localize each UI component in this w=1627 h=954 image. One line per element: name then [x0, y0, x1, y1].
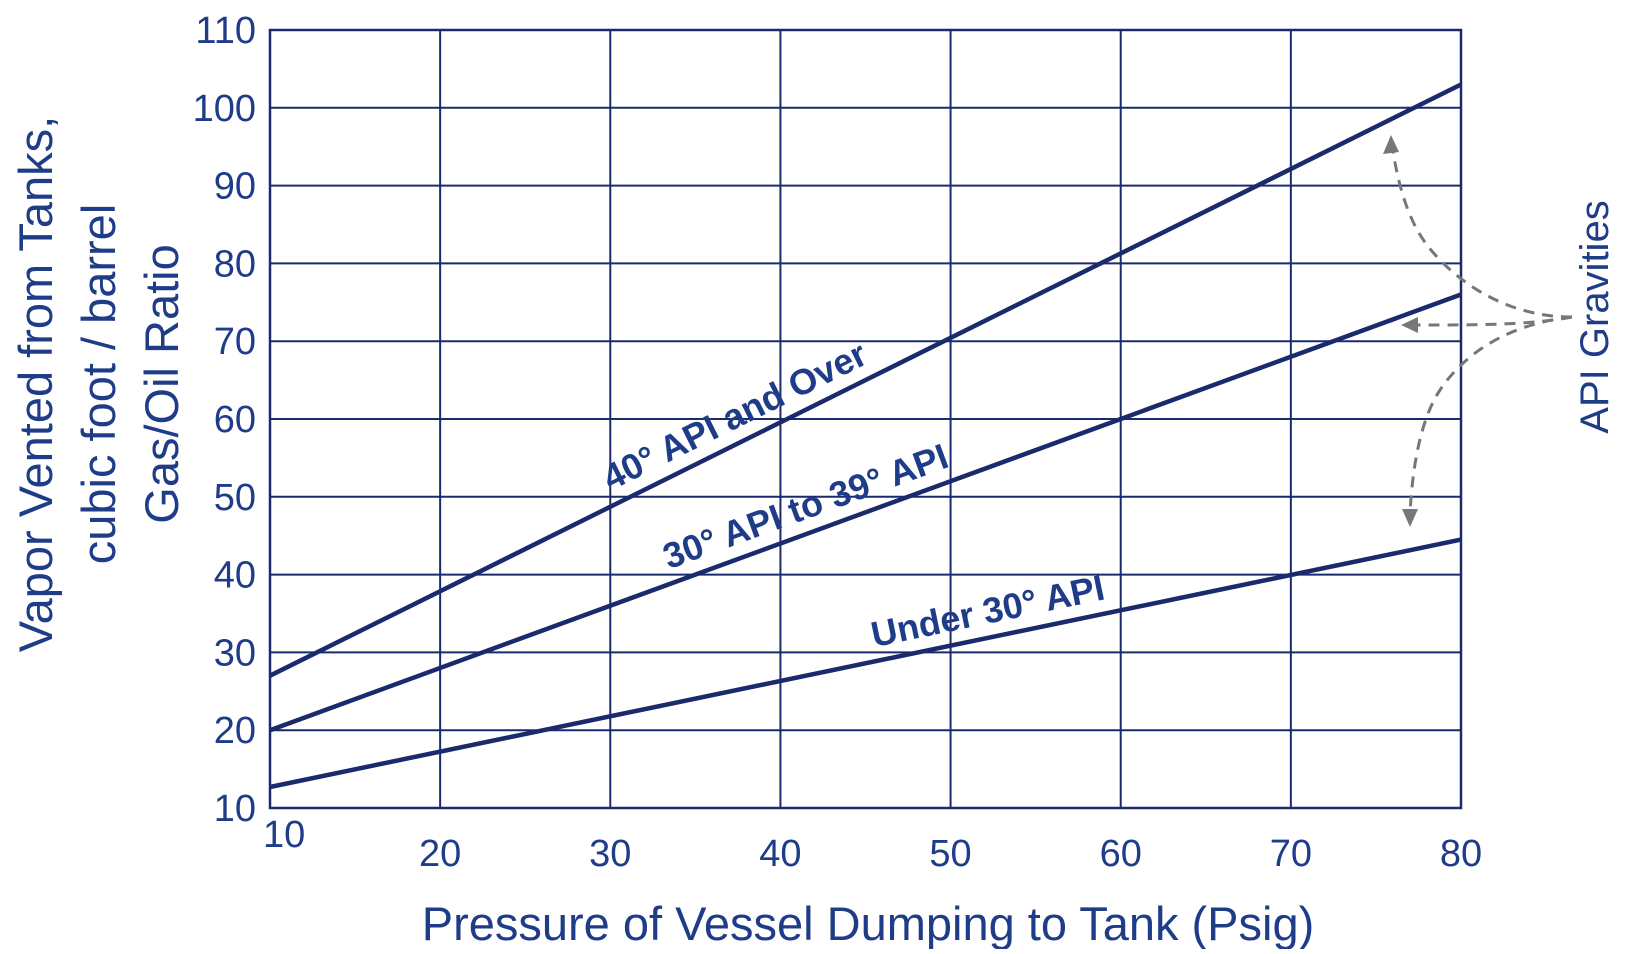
tick-labels: 10 20 30 40 50 60 70 80 90 100 110 10 20 30 40 50 60 70 80 [193, 10, 1483, 875]
plot-frame [268, 28, 1463, 810]
x-tick-label-30: 30 [589, 833, 631, 875]
series-label-2: 30° API to 39° API [657, 435, 953, 577]
series-label-1: 40° API and Over [596, 333, 873, 498]
annotation-arrow-lower [1408, 315, 1573, 516]
y-tick-label-100: 100 [193, 88, 256, 130]
x-tick-label-20: 20 [419, 833, 461, 875]
x-tick-label-40: 40 [759, 833, 801, 875]
x-axis-title: Pressure of Vessel Dumping to Tank (Psig… [422, 897, 1315, 949]
series-line-1 [268, 82, 1463, 678]
y-tick-label-60: 60 [214, 399, 256, 441]
x-tick-label-60: 60 [1100, 833, 1142, 875]
y-tick-label-90: 90 [214, 166, 256, 208]
y-tick-label-10: 10 [214, 788, 256, 830]
y-axis-title-line-1: Vapor Vented from Tanks, [9, 116, 62, 652]
x-tick-label-10: 10 [263, 814, 305, 856]
y-tick-label-50: 50 [214, 477, 256, 519]
annotation-arrowheads [1383, 135, 1418, 527]
grid [268, 28, 1463, 810]
y-tick-label-20: 20 [214, 710, 256, 752]
series-line-3 [269, 537, 1462, 790]
annotation-label: API Gravities [1573, 200, 1617, 433]
y-tick-label-110: 110 [195, 10, 256, 52]
y-tick-label-30: 30 [214, 632, 256, 674]
series-lines [268, 82, 1463, 790]
x-tick-label-50: 50 [929, 833, 971, 875]
y-axis-title: Vapor Vented from Tanks, cubic foot / ba… [9, 116, 188, 652]
y-tick-label-80: 80 [214, 243, 256, 285]
x-tick-label-70: 70 [1270, 833, 1312, 875]
arrowhead-lower [1402, 509, 1418, 527]
annotation-arrow-middle [1414, 315, 1573, 327]
y-tick-label-70: 70 [214, 321, 256, 363]
y-axis-title-line-3: Gas/Oil Ratio [135, 244, 188, 523]
annotation-arrows [1390, 144, 1573, 516]
x-tick-label-80: 80 [1440, 833, 1482, 875]
arrowhead-upper [1383, 135, 1399, 154]
series-line-2 [269, 292, 1462, 733]
annotation-arrow-upper [1390, 144, 1573, 319]
arrowhead-middle [1401, 317, 1418, 333]
series-label-3: Under 30° API [867, 567, 1108, 655]
y-tick-label-40: 40 [214, 555, 256, 597]
y-axis-title-line-2: cubic foot / barrel [72, 204, 125, 565]
